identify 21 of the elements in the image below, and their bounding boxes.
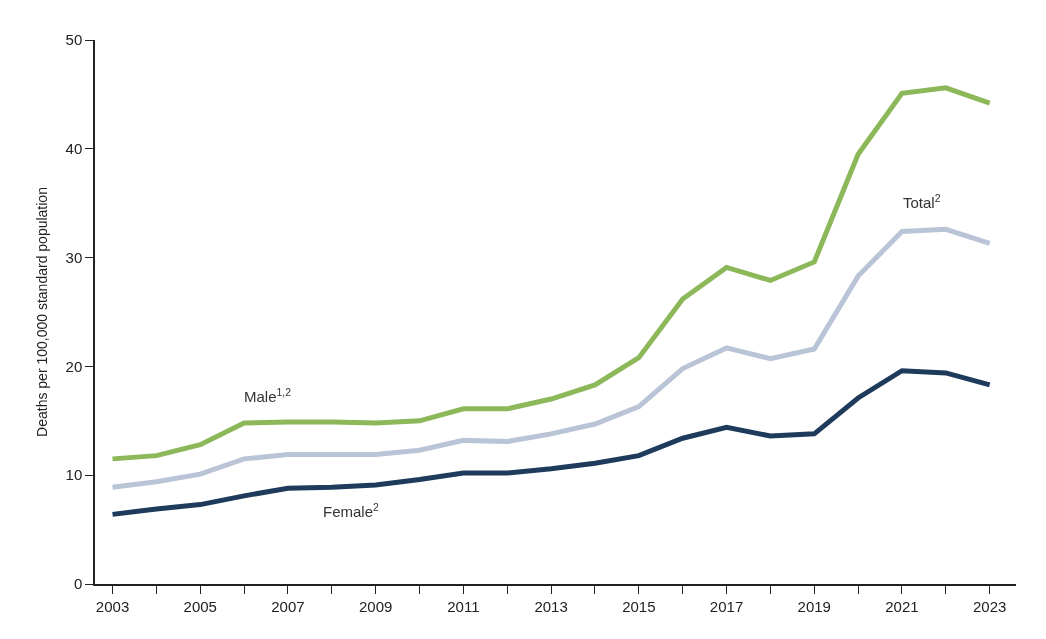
- series-label: Total$^{2}$: [903, 192, 941, 212]
- x-tick-label: 2017: [709, 597, 744, 615]
- y-tick-label: 0: [73, 575, 83, 593]
- x-tick-label: 2015: [622, 597, 656, 615]
- x-tick-label: 2019: [797, 597, 831, 615]
- x-tick-label: 2011: [447, 597, 480, 615]
- y-tick-label: 40: [65, 140, 83, 158]
- series-label: Male$^{1,2}$: [244, 386, 292, 406]
- x-tick-label: 2003: [95, 597, 130, 615]
- x-tick-label: 2009: [359, 597, 393, 615]
- x-tick-label: 2007: [271, 597, 305, 615]
- x-tick-label: 2013: [534, 597, 568, 615]
- x-tick-label: 2021: [885, 597, 919, 615]
- x-tick-label: 2005: [183, 597, 217, 615]
- y-axis-title: Deaths per 100,000 standard population: [33, 187, 50, 437]
- y-tick-label: 10: [65, 466, 83, 484]
- y-tick-label: 30: [65, 248, 83, 266]
- y-tick-label: 50: [65, 31, 83, 49]
- x-tick-label: 2023: [973, 597, 1007, 615]
- series-label: Female$^{2}$: [323, 501, 380, 521]
- y-tick-label: 20: [65, 357, 83, 375]
